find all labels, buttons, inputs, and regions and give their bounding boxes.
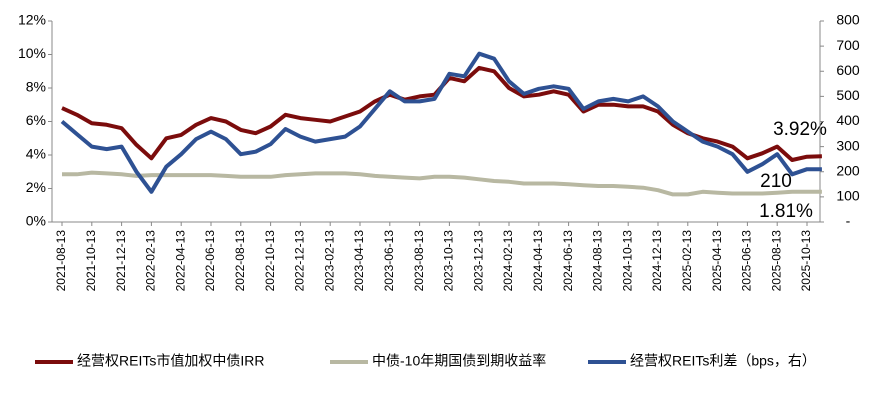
x-tick-label: 2024-10-13 xyxy=(620,230,634,292)
y2-tick-label: 600 xyxy=(836,62,860,78)
x-tick-label: 2022-02-13 xyxy=(144,230,158,292)
y2-tick-label: 500 xyxy=(836,87,860,103)
x-tick-label: 2021-10-13 xyxy=(84,230,98,292)
x-tick-label: 2023-06-13 xyxy=(382,230,396,292)
x-tick-label: 2021-12-13 xyxy=(114,230,128,292)
legend-label: 经营权REITs市值加权中债IRR xyxy=(77,353,264,369)
annotation: 1.81% xyxy=(759,201,813,222)
annotation: 210 xyxy=(760,171,792,192)
x-tick-label: 2023-08-13 xyxy=(412,230,426,292)
x-tick-label: 2024-02-13 xyxy=(501,230,515,292)
y-tick-label: 12% xyxy=(18,12,46,28)
legend-label: 中债-10年期国债到期收益率 xyxy=(372,353,546,369)
y-tick-label: 4% xyxy=(26,146,46,162)
x-tick-label: 2025-02-13 xyxy=(680,230,694,292)
series-line xyxy=(60,51,822,194)
x-tick-label: 2022-06-13 xyxy=(203,230,217,292)
x-tick-label: 2023-02-13 xyxy=(322,230,336,292)
series-line xyxy=(61,65,822,162)
y-tick-label: 0% xyxy=(26,213,46,229)
x-tick-label: 2024-12-13 xyxy=(650,230,664,292)
x-tick-label: 2024-08-13 xyxy=(591,230,605,292)
y2-tick-label: 700 xyxy=(836,37,860,53)
y-tick-label: 10% xyxy=(18,45,46,61)
y2-tick-label: 100 xyxy=(836,188,860,204)
x-tick-label: 2025-04-13 xyxy=(710,230,724,292)
y2-tick-label: 200 xyxy=(836,162,860,178)
x-tick-label: 2024-04-13 xyxy=(531,230,545,292)
y2-tick-label: 400 xyxy=(836,112,860,128)
y2-tick-label: 800 xyxy=(836,12,860,28)
x-tick-label: 2025-08-13 xyxy=(769,230,783,292)
y-tick-label: 8% xyxy=(26,79,46,95)
x-tick-label: 2023-04-13 xyxy=(352,230,366,292)
x-tick-label: 2022-12-13 xyxy=(293,230,307,292)
x-tick-label: 2024-06-13 xyxy=(561,230,575,292)
legend-label: 经营权REITs利差（bps，右） xyxy=(630,353,816,369)
x-tick-label: 2023-12-13 xyxy=(471,230,485,292)
x-tick-label: 2025-10-13 xyxy=(799,230,813,292)
y2-tick-label: 300 xyxy=(836,137,860,153)
y-tick-label: 6% xyxy=(26,112,46,128)
x-tick-label: 2025-06-13 xyxy=(740,230,754,292)
y-tick-label: 2% xyxy=(26,179,46,195)
annotation: 3.92% xyxy=(773,119,827,140)
y2-tick-label: - xyxy=(846,213,851,229)
x-tick-label: 2022-10-13 xyxy=(263,230,277,292)
x-tick-label: 2022-08-13 xyxy=(233,230,247,292)
series-line xyxy=(62,170,822,197)
x-tick-label: 2023-10-13 xyxy=(442,230,456,292)
x-tick-label: 2022-04-13 xyxy=(173,230,187,292)
x-tick-label: 2021-08-13 xyxy=(54,230,68,292)
